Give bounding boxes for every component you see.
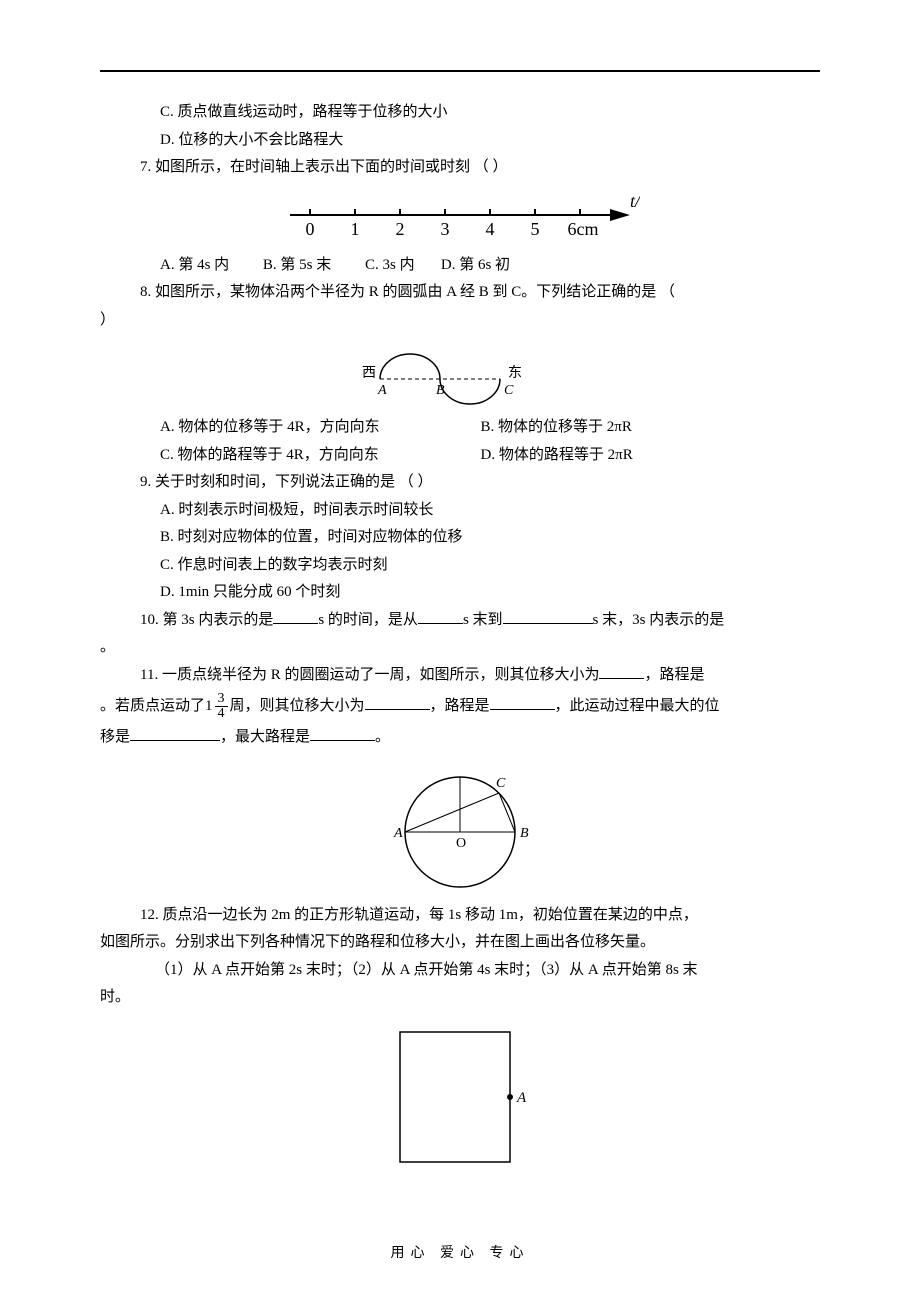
tick-6: 6cm (568, 209, 599, 239)
q8-figure: 西 东 A B C (100, 339, 820, 409)
q9-c: C. 作息时间表上的数字均表示时刻 (100, 553, 820, 579)
q12-svg: A (385, 1017, 535, 1177)
blank (273, 608, 318, 624)
q8-a: A. 物体的位移等于 4R，方向向东 (160, 415, 477, 441)
blank (130, 725, 220, 741)
svg-text:西: 西 (362, 366, 376, 381)
tick-0: 0 (306, 209, 315, 239)
content: C. 质点做直线运动时，路程等于位移的大小 D. 位移的大小不会比路程大 7. … (100, 100, 820, 1177)
q8-d: D. 物体的路程等于 2πR (481, 443, 798, 469)
blank (599, 663, 644, 679)
q8-row1: A. 物体的位移等于 4R，方向向东 B. 物体的位移等于 2πR (100, 415, 820, 441)
tick-1: 1 (351, 209, 360, 239)
svg-text:C: C (496, 776, 506, 791)
q12-l2: 如图所示。分别求出下列各种情况下的路程和位移大小，并在图上画出各位移矢量。 (100, 930, 820, 956)
svg-text:1: 1 (351, 219, 360, 239)
blank (310, 725, 375, 741)
q7-stem: 7. 如图所示，在时间轴上表示出下面的时间或时刻 （ ） (100, 155, 820, 181)
q12-l3: （1）从 A 点开始第 2s 末时；（2）从 A 点开始第 4s 末时；（3）从… (100, 958, 820, 984)
svg-text:B: B (520, 826, 529, 841)
axis-label: t/s (630, 191, 640, 211)
blank (418, 608, 463, 624)
top-border (100, 70, 820, 72)
q8-svg: 西 东 A B C (350, 339, 570, 409)
q11-l3: 移是，最大路程是。 (100, 725, 820, 751)
svg-text:6cm: 6cm (568, 219, 599, 239)
q10-tail: 。 (100, 635, 820, 661)
q11-l2: 。若质点运动了134周，则其位移大小为，路程是，此运动过程中最大的位 (100, 690, 820, 723)
q8-stem: 8. 如图所示，某物体沿两个半径为 R 的圆弧由 A 经 B 到 C。下列结论正… (100, 280, 820, 306)
q7-c: C. 3s 内 (365, 257, 415, 273)
q6-option-d: D. 位移的大小不会比路程大 (100, 128, 820, 154)
svg-text:B: B (436, 383, 445, 398)
svg-text:C: C (504, 383, 514, 398)
fraction: 34 (215, 692, 228, 721)
blank (490, 694, 555, 710)
q12-figure: A (100, 1017, 820, 1177)
q11-figure: A B C O (100, 757, 820, 897)
q9-b: B. 时刻对应物体的位置，时间对应物体的位移 (100, 525, 820, 551)
blank (365, 694, 430, 710)
q11-l1: 11. 一质点绕半径为 R 的圆圈运动了一周，如图所示，则其位移大小为，路程是 (100, 663, 820, 689)
svg-text:0: 0 (306, 219, 315, 239)
q8-row2: C. 物体的路程等于 4R，方向向东 D. 物体的路程等于 2πR (100, 443, 820, 469)
q7-a: A. 第 4s 内 (160, 257, 229, 273)
svg-text:A: A (377, 383, 387, 398)
q8-b: B. 物体的位移等于 2πR (481, 415, 798, 441)
svg-text:东: 东 (508, 365, 522, 381)
q7-figure: 0 1 2 3 4 5 6cm t/s (100, 187, 820, 247)
q9-a: A. 时刻表示时间极短，时间表示时间较长 (100, 498, 820, 524)
page-footer: 用心 爱心 专心 (0, 1242, 920, 1262)
q12-l4: 时。 (100, 985, 820, 1011)
tick-2: 2 (396, 209, 405, 239)
q10-line: 10. 第 3s 内表示的是s 的时间，是从s 末到s 末，3s 内表示的是 (100, 608, 820, 634)
page: C. 质点做直线运动时，路程等于位移的大小 D. 位移的大小不会比路程大 7. … (0, 0, 920, 1302)
q7-d: D. 第 6s 初 (441, 257, 510, 273)
q7-options: A. 第 4s 内 B. 第 5s 末 C. 3s 内 D. 第 6s 初 (100, 253, 820, 279)
q8-c: C. 物体的路程等于 4R，方向向东 (160, 443, 477, 469)
svg-text:2: 2 (396, 219, 405, 239)
blank (503, 608, 593, 624)
q12-l1: 12. 质点沿一边长为 2m 的正方形轨道运动，每 1s 移动 1m，初始位置在… (100, 903, 820, 929)
q6-option-c: C. 质点做直线运动时，路程等于位移的大小 (100, 100, 820, 126)
q8-stem-close: ） (100, 308, 820, 334)
q11-svg: A B C O (380, 757, 540, 897)
svg-text:3: 3 (441, 219, 450, 239)
svg-text:O: O (456, 836, 466, 851)
svg-text:4: 4 (486, 219, 495, 239)
time-axis-svg: 0 1 2 3 4 5 6cm t/s (280, 187, 640, 247)
tick-4: 4 (486, 209, 495, 239)
svg-text:5: 5 (531, 219, 540, 239)
q9-stem: 9. 关于时刻和时间，下列说法正确的是 （ ） (100, 470, 820, 496)
svg-text:A: A (516, 1090, 527, 1106)
q9-d: D. 1min 只能分成 60 个时刻 (100, 580, 820, 606)
tick-5: 5 (531, 209, 540, 239)
tick-3: 3 (441, 209, 450, 239)
q7-b: B. 第 5s 末 (263, 257, 331, 273)
svg-text:A: A (393, 826, 403, 841)
